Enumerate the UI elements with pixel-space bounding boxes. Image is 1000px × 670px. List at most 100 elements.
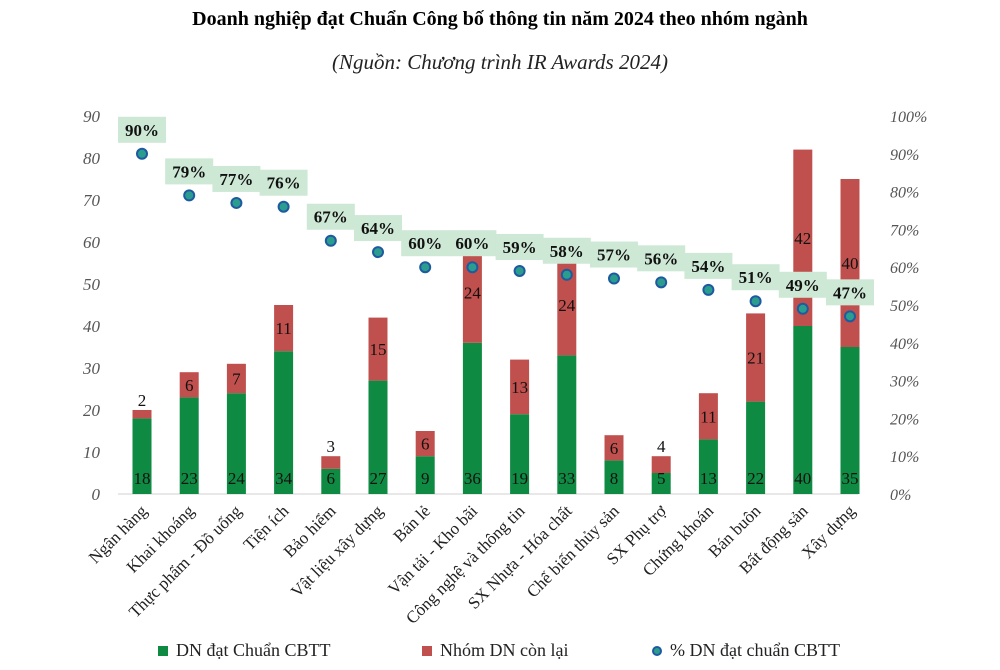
percent-dot [608,272,620,285]
data-label-remaining: 15 [370,340,387,359]
data-label-achieved: 18 [134,469,151,488]
legend-item-remaining: Nhóm DN còn lại [422,640,568,661]
percent-label-box [354,215,402,242]
data-label-achieved: 13 [700,469,717,488]
percent-label: 51% [739,268,773,287]
percent-label: 60% [408,234,442,253]
data-label-achieved: 19 [511,469,528,488]
y-right-tick-label: 80% [890,185,919,202]
bar-remaining [179,372,199,398]
bar-remaining [415,431,435,457]
data-label-achieved: 33 [558,469,575,488]
percent-label: 47% [833,283,867,302]
legend: DN đạt Chuẩn CBTT Nhóm DN còn lại % DN đ… [0,640,1000,666]
percent-label-box [542,237,591,264]
bar-remaining [368,317,388,381]
data-label-remaining: 6 [185,376,194,395]
data-label-remaining: 2 [138,391,147,410]
percent-dot [372,246,384,259]
data-label-remaining: 24 [464,283,482,302]
percent-label: 58% [550,242,584,261]
data-label-achieved: 9 [421,469,430,488]
percent-dot [183,189,196,202]
y-left-tick-label: 70 [83,191,101,210]
percent-dot [466,261,479,274]
bar-achieved [462,342,482,494]
percent-label: 49% [786,276,820,295]
percent-dot [844,310,856,323]
y-right-tick-label: 60% [890,260,919,277]
y-right-tick-label: 70% [890,222,919,239]
y-left-tick-label: 10 [83,443,101,462]
legend-swatch-achieved [158,645,168,656]
percent-label: 60% [455,234,489,253]
percent-label: 90% [125,121,159,140]
legend-swatch-remaining [422,645,432,656]
bar-achieved [415,456,435,494]
percent-label: 56% [644,249,678,268]
data-label-remaining: 11 [275,319,291,338]
y-left-tick-label: 80 [83,149,101,168]
legend-item-achieved: DN đạt Chuẩn CBTT [158,640,331,661]
percent-label-box [495,233,544,260]
data-label-achieved: 36 [464,469,481,488]
y-right-tick-label: 30% [889,374,919,391]
y-left-tick-label: 40 [83,317,101,336]
bar-achieved [651,473,671,494]
bar-remaining [557,254,577,356]
bar-achieved [226,393,246,494]
bar-remaining [321,456,341,469]
percent-dot [419,261,432,274]
bar-remaining [132,410,152,419]
data-label-achieved: 22 [747,469,764,488]
percent-dot [796,302,809,315]
data-label-remaining: 40 [842,254,859,273]
data-label-remaining: 3 [327,437,336,456]
y-right-tick-label: 20% [890,411,919,428]
y-right-tick-label: 40% [890,336,919,353]
data-label-achieved: 40 [794,469,811,488]
bar-remaining [698,393,718,440]
data-label-remaining: 4 [657,437,666,456]
y-axis-right: 0% 10% 20% 30% 40% 50% 60% 70% 80% 90% 100% [889,109,927,504]
legend-label-percent: % DN đạt chuẩn CBTT [670,640,840,660]
percent-label-box [401,230,450,257]
bar-achieved [698,439,718,494]
bar-achieved [746,401,766,494]
legend-item-percent: % DN đạt chuẩn CBTT [652,640,840,661]
bar-remaining [604,435,624,461]
data-label-remaining: 24 [558,296,576,315]
bar-achieved [132,418,152,494]
bar-remaining [226,363,246,394]
chart-title: Doanh nghiệp đạt Chuẩn Công bố thông tin… [192,8,808,30]
data-label-achieved: 34 [275,469,293,488]
bars-group: 18 2 23 6 24 7 34 11 6 3 27 15 9 6 36 24 19 13 33 24 8 6 5 4 13 1… [132,149,860,494]
percent-label: 67% [314,208,348,227]
bar-achieved [604,460,624,494]
bar-remaining [274,305,294,352]
percent-dot [230,196,243,209]
y-right-tick-label: 0% [890,487,911,504]
bar-achieved [840,347,860,494]
percent-label: 76% [267,174,301,193]
y-left-tick-label: 0 [92,485,101,504]
x-tick-label: Bán lẻ [390,501,434,545]
percent-label: 57% [597,246,631,265]
y-axis-left: 0 10 20 30 40 50 60 70 80 90 [82,107,101,504]
data-label-achieved: 5 [657,469,666,488]
percent-label-box [259,169,308,196]
data-label-achieved: 8 [610,469,619,488]
percent-dot [277,200,290,213]
percent-label-box [590,241,638,268]
percent-label: 77% [219,170,253,189]
percent-dot [136,147,148,160]
y-left-tick-label: 60 [83,233,101,252]
data-label-remaining: 21 [747,349,764,368]
bar-achieved [321,468,341,494]
percent-label-box [731,264,780,291]
percent-label-box [826,279,874,306]
percent-label: 59% [503,238,537,257]
data-label-remaining: 13 [511,378,528,397]
percent-dot [560,268,573,281]
